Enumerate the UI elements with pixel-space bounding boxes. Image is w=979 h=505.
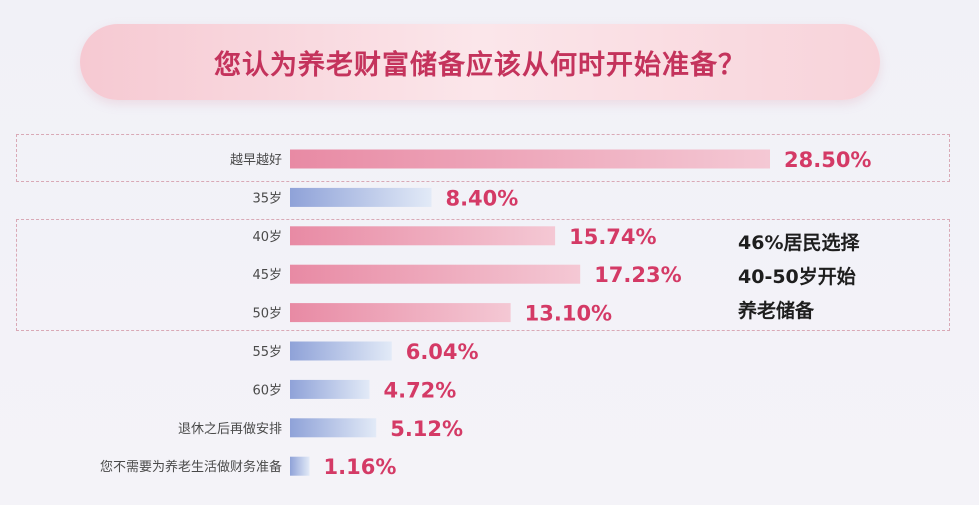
bar [290,456,310,476]
category-label: 45岁 [252,268,282,283]
callout-line-1: 46%居民选择 [738,232,860,254]
bar [290,418,377,438]
bar [290,149,770,169]
bar [290,379,370,399]
value-label: 6.04% [406,340,479,364]
bar [290,303,511,323]
category-label: 60岁 [252,383,282,398]
value-label: 13.10% [525,302,612,326]
bar [290,341,392,361]
category-label: 35岁 [252,191,282,206]
callout-text: 46%居民选择 40-50岁开始 养老储备 [738,226,938,328]
bar [290,264,581,284]
bar [290,226,556,246]
value-label: 28.50% [784,148,871,172]
title-banner: 您认为养老财富储备应该从何时开始准备？ [80,24,880,100]
page-title: 您认为养老财富储备应该从何时开始准备？ [214,49,746,81]
value-label: 15.74% [569,225,656,249]
category-label: 越早越好 [230,153,282,168]
callout-line-3: 养老储备 [738,300,815,322]
category-label: 55岁 [252,345,282,360]
value-label: 1.16% [324,455,397,479]
value-label: 17.23% [594,263,681,287]
value-label: 8.40% [445,186,518,210]
category-label: 您不需要为养老生活做财务准备 [100,459,282,475]
bar [290,187,432,207]
category-label: 退休之后再做安排 [178,422,282,437]
value-label: 4.72% [383,378,456,402]
category-label: 40岁 [252,230,282,245]
category-label: 50岁 [252,307,282,322]
highlight-box-earliest [16,134,950,182]
callout-line-2: 40-50岁开始 [738,266,856,288]
highlight-box-40-50 [16,219,950,331]
value-label: 5.12% [390,417,463,441]
